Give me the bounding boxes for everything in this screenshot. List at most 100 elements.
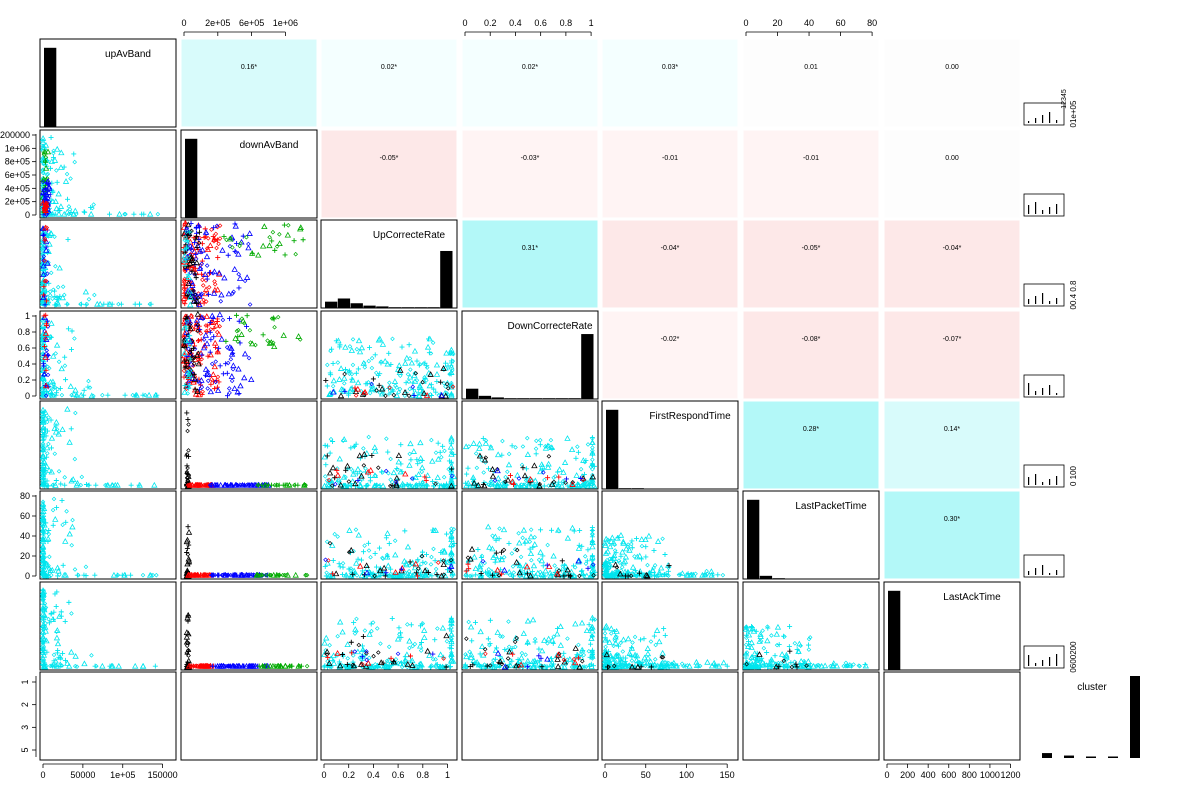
mini-panel-mark <box>1035 391 1037 395</box>
scatter-point <box>464 471 470 477</box>
scatter-point <box>39 538 47 545</box>
scatter-point <box>386 470 391 476</box>
scatter-point <box>66 211 72 217</box>
scatter-point <box>85 384 91 390</box>
scatter-point <box>110 482 116 488</box>
scatter-point <box>182 365 188 371</box>
scatter-point <box>336 376 343 382</box>
scatter-point <box>181 230 188 236</box>
scatter-point <box>50 507 56 513</box>
scatter-point <box>228 356 234 362</box>
scatter-point <box>433 361 441 368</box>
scatter-point <box>440 482 446 488</box>
scatter-point <box>366 358 372 364</box>
scatter-point <box>190 288 196 294</box>
scatter-point <box>330 361 336 367</box>
scatter-point <box>189 268 195 274</box>
top-axis-label: 0.4 <box>509 18 522 28</box>
histogram-bar <box>530 398 543 399</box>
scatter-point <box>217 481 224 488</box>
scatter-point <box>201 297 206 303</box>
scatter-point <box>198 377 205 383</box>
scatter-point <box>231 289 236 295</box>
scatter-point <box>194 310 202 317</box>
scatter-point <box>486 466 492 472</box>
scatter-point <box>346 479 352 484</box>
scatter-point <box>181 257 188 263</box>
scatter-point <box>201 300 207 306</box>
scatter-point <box>147 210 154 217</box>
scatter-point <box>230 291 235 296</box>
scatter-point <box>61 164 67 170</box>
scatter-point <box>209 572 215 578</box>
scatter-point <box>560 469 567 475</box>
scatter-point <box>81 387 87 393</box>
scatter-point <box>357 482 364 489</box>
scatter-point <box>44 560 49 566</box>
scatter-point <box>42 330 50 336</box>
correlation-panel <box>601 219 739 309</box>
top-axis-label: 60 <box>836 18 846 28</box>
scatter-point <box>206 291 212 297</box>
scatter-point <box>72 456 78 462</box>
scatter-point <box>369 453 375 459</box>
scatter-point <box>189 313 194 319</box>
scatter-point <box>41 200 47 206</box>
histogram-bar <box>542 398 556 399</box>
left-axis-label: 200000 <box>0 130 30 140</box>
mini-panel-mark <box>1042 388 1044 395</box>
scatter-point <box>118 301 124 307</box>
scatter-point <box>45 539 51 545</box>
scatter-point <box>195 295 201 301</box>
scatter-point <box>448 383 455 390</box>
scatter-point <box>88 392 95 399</box>
scatter-point <box>48 417 54 423</box>
scatter-point <box>443 349 450 356</box>
scatter-point <box>42 164 50 171</box>
scatter-point <box>408 367 413 372</box>
scatter-point <box>520 465 526 471</box>
scatter-point <box>201 315 206 320</box>
scatter-point <box>396 362 403 368</box>
scatter-point <box>39 135 47 141</box>
scatter-point <box>326 477 332 483</box>
scatter-point <box>569 482 576 489</box>
histogram-bar <box>466 388 479 399</box>
correlation-panel <box>601 129 739 219</box>
scatter-point <box>186 448 191 453</box>
scatter-point <box>42 471 48 477</box>
scatter-point <box>185 239 191 245</box>
scatter-point <box>203 323 209 328</box>
scatter-point <box>551 479 557 485</box>
scatter-point <box>424 363 430 369</box>
scatter-point <box>374 482 379 488</box>
right-axis-label: 0 100 <box>1069 465 1078 486</box>
scatter-point <box>391 392 397 398</box>
variable-label: upAvBand <box>105 49 151 60</box>
scatter-point <box>525 482 532 489</box>
mini-panel-mark <box>1035 474 1037 485</box>
scatter-point <box>449 469 454 475</box>
scatter-point <box>94 300 101 307</box>
scatter-point <box>72 567 78 572</box>
left-axis-label: 0.6 <box>17 343 30 353</box>
scatter-point <box>350 362 356 368</box>
scatter-point <box>199 384 205 390</box>
bottom-axis-label: 150 <box>720 770 735 780</box>
top-axis-label: 40 <box>804 18 814 28</box>
scatter-point <box>191 240 197 246</box>
scatter-point <box>181 287 187 292</box>
scatter-point <box>50 522 56 528</box>
mini-panel-mark <box>1049 385 1051 395</box>
scatter-point <box>246 355 252 361</box>
scatter-point <box>181 329 189 336</box>
scatter-point <box>209 361 215 367</box>
scatter-point <box>531 483 537 489</box>
scatter-point <box>444 481 450 487</box>
scatter-point <box>541 483 547 489</box>
scatter-point <box>414 358 420 364</box>
scatter-point <box>407 451 413 457</box>
scatter-point <box>449 380 454 386</box>
scatter-point <box>293 251 298 257</box>
